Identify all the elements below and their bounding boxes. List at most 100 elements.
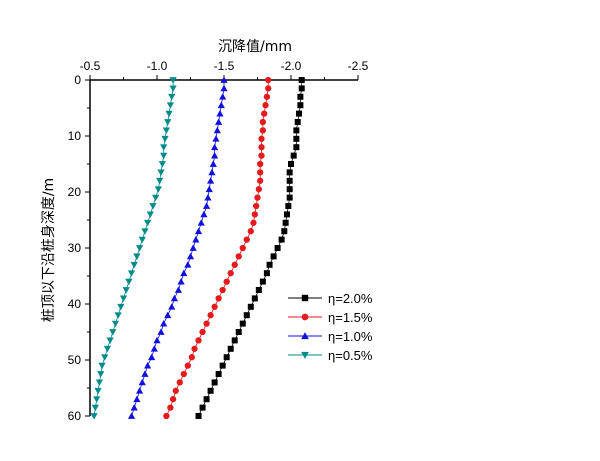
data-point [162, 127, 170, 134]
data-point [243, 312, 250, 319]
data-point [93, 396, 101, 403]
data-point [114, 312, 122, 319]
series-line [131, 80, 225, 417]
data-point [127, 270, 136, 277]
x-axis-title: 沉降值/mm [218, 39, 292, 55]
data-point [243, 236, 250, 243]
data-point [286, 177, 293, 184]
data-point [285, 203, 292, 209]
data-point [148, 353, 156, 361]
data-point [209, 160, 217, 167]
data-point [219, 93, 227, 100]
data-point [219, 286, 226, 294]
data-point [176, 379, 183, 386]
data-point [219, 362, 226, 369]
data-point [257, 160, 264, 168]
data-point [259, 127, 267, 134]
data-point [180, 269, 188, 277]
y-axis-title: 桩顶以下沿桩身深度/m [40, 178, 57, 322]
data-point [286, 186, 293, 193]
x-tick-label: -1.0 [147, 59, 168, 73]
data-point [144, 362, 152, 369]
data-point [270, 253, 277, 260]
data-point [282, 219, 289, 226]
data-point [259, 118, 267, 126]
legend-marker [301, 332, 309, 340]
data-point [255, 287, 262, 293]
data-point [197, 219, 205, 226]
data-point [101, 354, 109, 361]
data-point [258, 144, 265, 151]
data-point [251, 211, 258, 218]
data-point [296, 110, 303, 117]
data-point [119, 295, 128, 302]
plot-area: -0.5 -1.0 -1.5 -2.0 -2.5 0 10 20 30 40 50 60 [68, 59, 369, 423]
data-point [98, 362, 106, 370]
data-point [200, 210, 208, 218]
y-tick-label: 50 [68, 353, 82, 367]
data-point [207, 177, 215, 184]
data-point [293, 127, 300, 134]
data-point [184, 261, 192, 268]
data-point [106, 337, 114, 344]
data-point [90, 413, 98, 420]
data-point [203, 396, 210, 403]
x-tick-label: -1.5 [214, 59, 235, 73]
data-point [194, 227, 203, 235]
data-point [294, 119, 301, 125]
data-point [261, 110, 268, 117]
series-line [93, 80, 174, 417]
data-point [211, 152, 219, 159]
data-point [141, 228, 149, 235]
legend-marker [301, 313, 309, 321]
data-point [211, 143, 219, 151]
data-point [213, 126, 221, 134]
data-point [223, 354, 230, 361]
data-point [286, 169, 293, 176]
data-point [169, 77, 177, 84]
data-point [217, 101, 225, 109]
data-point [152, 194, 160, 202]
data-point [231, 337, 238, 344]
data-point [255, 186, 262, 193]
data-point [211, 379, 218, 386]
data-point [164, 119, 172, 126]
data-point [220, 84, 228, 92]
data-point [257, 177, 264, 184]
x-tick-label: -2.5 [348, 59, 369, 73]
data-point [297, 93, 304, 100]
legend-label: η=1.0% [328, 329, 373, 344]
data-point [125, 278, 133, 286]
data-point [192, 236, 200, 243]
y-tick-label: 30 [68, 241, 82, 255]
y-tick-label: 20 [68, 185, 82, 199]
data-point [216, 110, 224, 117]
data-point [199, 404, 206, 411]
data-point [227, 345, 234, 352]
data-point [180, 370, 187, 378]
data-point [177, 278, 185, 285]
data-point [205, 185, 213, 193]
data-point [184, 362, 191, 369]
data-point [163, 412, 170, 420]
data-point [186, 252, 195, 260]
data-point [156, 177, 164, 185]
data-point [265, 76, 272, 84]
data-point [220, 76, 228, 83]
data-point [251, 295, 258, 302]
data-point [298, 85, 305, 92]
data-point [207, 387, 214, 394]
data-point [263, 270, 270, 277]
data-point [127, 412, 136, 419]
y-tick-label: 0 [74, 73, 81, 87]
data-point [144, 219, 152, 227]
data-point [231, 261, 238, 268]
data-point [122, 287, 130, 294]
data-point [172, 387, 179, 394]
data-point [265, 85, 272, 92]
data-point [283, 211, 290, 218]
data-point [207, 312, 214, 319]
data-point [203, 320, 210, 327]
legend-label: η=2.0% [328, 291, 373, 306]
